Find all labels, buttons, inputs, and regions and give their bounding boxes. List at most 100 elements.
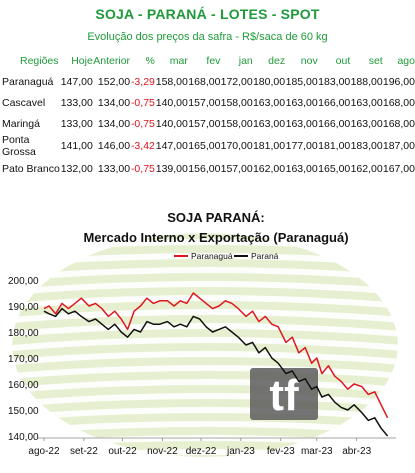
- value-cell: 140,00: [155, 96, 188, 109]
- value-cell: 181,00: [318, 140, 351, 152]
- region-cell: Pato Branco: [2, 162, 60, 175]
- y-tick-label: 180,00: [8, 328, 39, 339]
- x-tick-label: abr-23: [342, 446, 371, 457]
- value-cell: 163,00: [252, 96, 286, 109]
- column-header: %: [145, 55, 155, 67]
- value-cell: -0,75: [130, 117, 155, 130]
- column-header: Regiões: [20, 55, 59, 67]
- value-cell: 134,00: [97, 117, 131, 130]
- value-cell: 163,00: [285, 117, 318, 130]
- x-axis: ago-22 set-22 out-22 nov-22 dez-22 jan-23 fev-…: [28, 437, 396, 457]
- x-tick-label: fev-23: [267, 446, 295, 457]
- value-cell: 132,00: [60, 162, 93, 175]
- y-tick-label: 190,00: [8, 302, 39, 313]
- value-cell: 177,00: [285, 140, 318, 152]
- series-line: [43, 307, 389, 437]
- table-row: Cascavel 133,00 134,00 -0,75 140,00 157,00 158…: [2, 92, 415, 113]
- value-cell: 183,00: [318, 75, 351, 88]
- page-title: SOJA - PARANÁ - LOTES - SPOT: [95, 6, 320, 22]
- value-cell: 181,00: [252, 140, 286, 152]
- value-cell: 162,00: [350, 162, 383, 175]
- value-cell: -3,29: [130, 75, 155, 88]
- table-row: Pato Branco 132,00 133,00 -0,75 139,00 156,00…: [2, 158, 415, 179]
- chart-subtitle: Mercado Interno x Exportação (Paranaguá): [83, 230, 348, 245]
- chart-title: SOJA PARANÁ:: [167, 210, 265, 225]
- value-cell: 147,00: [60, 75, 93, 88]
- value-cell: 141,00: [60, 140, 93, 152]
- x-tick-label: mar-23: [301, 446, 333, 457]
- value-cell: 134,00: [97, 96, 131, 109]
- value-cell: 180,00: [252, 75, 286, 88]
- y-tick-label: 140,00: [8, 432, 39, 443]
- x-tick-label: ago-22: [28, 446, 60, 457]
- value-cell: 172,00: [220, 75, 253, 88]
- value-cell: -0,75: [130, 96, 155, 109]
- x-tick-label: jan-23: [226, 446, 255, 457]
- table-row: Paranaguá 147,00 152,00 -3,29 158,00 168,00 17…: [2, 71, 415, 92]
- table-row: Maringá 133,00 134,00 -0,75 140,00 157,00 158,…: [2, 113, 415, 134]
- y-tick-label: 170,00: [8, 354, 39, 365]
- value-cell: 187,00: [382, 140, 415, 152]
- value-cell: 133,00: [60, 117, 93, 130]
- value-cell: 152,00: [97, 75, 131, 88]
- value-cell: 157,00: [188, 117, 221, 130]
- value-cell: 156,00: [188, 162, 221, 175]
- value-cell: 163,00: [350, 117, 383, 130]
- value-cell: 183,00: [350, 140, 383, 152]
- x-tick-label: set-22: [70, 446, 98, 457]
- region-cell: Cascavel: [2, 96, 46, 109]
- value-cell: 139,00: [155, 162, 188, 175]
- region-cell: Ponta Grossa: [2, 134, 36, 158]
- y-axis: 140,00 150,00 160,00 170,00 180,00 190,00 200,…: [8, 276, 39, 443]
- column-header: jan: [238, 55, 253, 67]
- series-layer: [43, 292, 389, 437]
- column-header: ago: [397, 55, 415, 67]
- column-header: out: [335, 55, 351, 67]
- page-subtitle: Evolução dos preços da safra - R$/saca d…: [87, 31, 328, 43]
- region-cell: Paranaguá: [2, 75, 54, 88]
- value-cell: 188,00: [350, 75, 383, 88]
- value-cell: 140,00: [155, 117, 188, 130]
- value-cell: 167,00: [382, 162, 415, 175]
- chart-panel: tf SOJA PARANÁ: Mercado Interno x Export…: [0, 210, 415, 468]
- value-cell: 163,00: [252, 117, 286, 130]
- column-header: nov: [300, 55, 318, 67]
- table-header-row: Regiões Hoje Anterior% mar fev jan dez nov out se…: [2, 51, 415, 71]
- x-tick-label: out-22: [108, 446, 137, 457]
- value-cell: 162,00: [252, 162, 286, 175]
- price-table: Regiões Hoje Anterior% mar fev jan dez nov out se…: [2, 51, 415, 179]
- chart-legend: Paranaguá Paraná: [174, 251, 279, 261]
- value-cell: 157,00: [188, 96, 221, 109]
- value-cell: 157,00: [220, 162, 253, 175]
- value-cell: -0,75: [130, 162, 155, 175]
- value-cell: 168,00: [382, 117, 415, 130]
- x-tick-label: nov-22: [147, 446, 178, 457]
- value-cell: 168,00: [188, 75, 221, 88]
- y-tick-label: 200,00: [8, 276, 39, 287]
- column-header: Anterior: [93, 55, 131, 67]
- column-header: fev: [206, 55, 221, 67]
- y-tick-label: 150,00: [8, 406, 39, 417]
- value-cell: 158,00: [155, 75, 188, 88]
- legend-label: Paranaguá: [191, 251, 233, 261]
- value-cell: 147,00: [155, 140, 188, 152]
- column-header: dez: [268, 55, 286, 67]
- price-line-chart: tf SOJA PARANÁ: Mercado Interno x Export…: [8, 210, 398, 457]
- value-cell: 158,00: [220, 96, 253, 109]
- column-header: mar: [169, 55, 188, 67]
- background-stripes: [12, 233, 398, 457]
- value-cell: 185,00: [285, 75, 318, 88]
- series-line: [43, 292, 389, 419]
- value-cell: 133,00: [97, 162, 131, 175]
- value-cell: 166,00: [318, 96, 351, 109]
- tf-logo: tf: [250, 368, 318, 420]
- value-cell: 170,00: [220, 140, 253, 152]
- value-cell: 168,00: [382, 96, 415, 109]
- value-cell: 166,00: [318, 117, 351, 130]
- value-cell: -3,42: [130, 140, 155, 152]
- value-cell: 158,00: [220, 117, 253, 130]
- value-cell: 163,00: [350, 96, 383, 109]
- column-header: set: [368, 55, 383, 67]
- value-cell: 165,00: [188, 140, 221, 152]
- legend-label: Paraná: [251, 251, 279, 261]
